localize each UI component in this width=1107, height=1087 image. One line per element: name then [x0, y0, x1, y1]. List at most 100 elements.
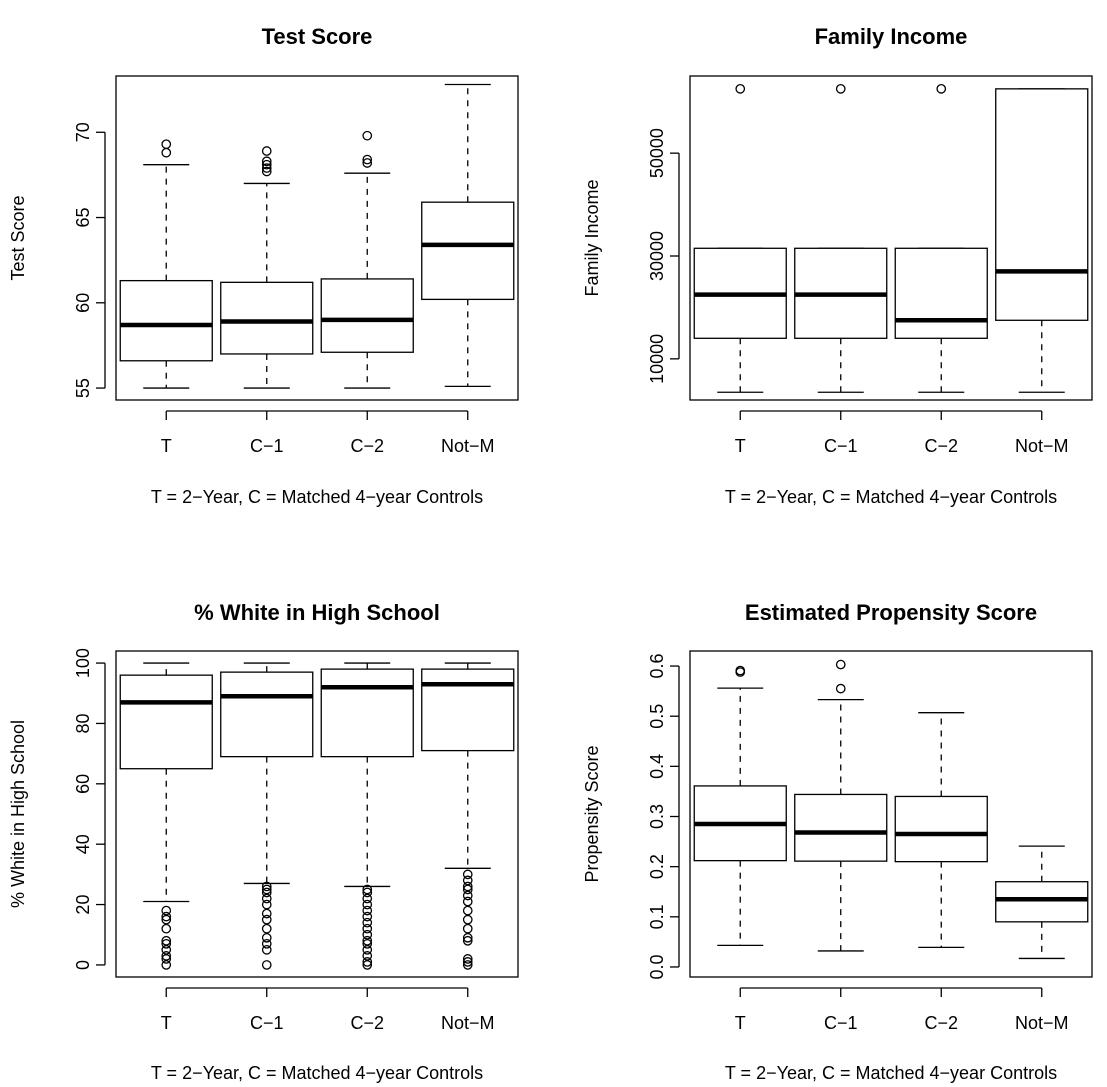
iqr-box: [421, 668, 515, 752]
outlier-point: [835, 659, 846, 670]
iqr-box: [220, 281, 314, 355]
y-tick-label: 40: [73, 834, 93, 854]
outlier-point: [462, 881, 473, 892]
y-tick-label: 60: [73, 293, 93, 313]
iqr-box: [421, 201, 515, 301]
y-tick-label: 70: [73, 122, 93, 142]
outlier-point: [161, 951, 172, 961]
outlier-point: [161, 954, 172, 964]
x-tick-label: T: [735, 1013, 746, 1033]
outlier-point: [362, 929, 373, 940]
plot-frame: [115, 650, 519, 978]
outlier-point: [462, 875, 473, 886]
outlier-point: [462, 954, 473, 964]
x-tick-label: T: [161, 1013, 172, 1033]
outlier-point: [261, 163, 272, 173]
x-axis-title: T = 2−Year, C = Matched 4−year Controls: [151, 1063, 483, 1083]
outlier-point: [735, 84, 746, 94]
outlier-point: [261, 908, 272, 919]
chart-title: Family Income: [815, 24, 968, 49]
outlier-point: [161, 944, 172, 955]
outlier-point: [835, 84, 846, 94]
y-tick-label: 0.4: [647, 754, 667, 779]
plot-frame: [689, 650, 1093, 978]
outlier-point: [261, 166, 272, 177]
outlier-point: [362, 960, 373, 970]
box-group-1: [119, 662, 213, 970]
outlier-point: [261, 159, 272, 170]
y-axis-title: Test Score: [8, 195, 28, 280]
box-group-4: [995, 88, 1089, 393]
x-axis-title: T = 2−Year, C = Matched 4−year Controls: [725, 1063, 1057, 1083]
x-tick-label: C−2: [350, 436, 384, 456]
chart-title: Estimated Propensity Score: [745, 600, 1037, 625]
y-tick-label: 0: [73, 960, 93, 970]
outlier-point: [362, 158, 373, 168]
iqr-box: [119, 674, 213, 770]
outlier-point: [261, 893, 272, 904]
x-tick-label: Not−M: [1015, 436, 1069, 456]
outlier-point: [161, 938, 172, 949]
box-group-2: [794, 84, 888, 393]
x-tick-label: Not−M: [1015, 1013, 1069, 1033]
box-group-2: [794, 659, 888, 952]
outlier-point: [362, 905, 373, 916]
y-tick-label: 0.0: [647, 954, 667, 979]
y-tick-label: 0.3: [647, 804, 667, 829]
chart-title: % White in High School: [194, 600, 440, 625]
y-tick-label: 10000: [647, 334, 667, 384]
x-tick-label: C−2: [924, 436, 958, 456]
outlier-point: [161, 914, 172, 925]
x-tick-label: C−1: [824, 1013, 858, 1033]
outlier-point: [161, 923, 172, 934]
iqr-box: [119, 279, 213, 362]
y-tick-label: 0.1: [647, 904, 667, 929]
outlier-point: [462, 884, 473, 895]
outlier-point: [362, 938, 373, 949]
box-group-3: [894, 712, 988, 949]
box-group-4: [421, 662, 515, 970]
iqr-box: [894, 795, 988, 863]
x-axis-title: T = 2−Year, C = Matched 4−year Controls: [151, 487, 483, 507]
box-group-3: [320, 662, 414, 970]
outlier-point: [261, 923, 272, 934]
outlier-point: [462, 890, 473, 901]
x-tick-label: Not−M: [441, 1013, 495, 1033]
y-tick-label: 50000: [647, 128, 667, 178]
box-group-2: [220, 662, 314, 970]
plot-frame: [689, 75, 1093, 401]
chart-panel-2: Family Income 10000 30000 50000 Family Incom…: [582, 24, 1093, 507]
outlier-point: [462, 935, 473, 946]
box-group-2: [220, 146, 314, 389]
outlier-point: [261, 146, 272, 156]
outlier-point: [261, 932, 272, 943]
outlier-point: [936, 84, 947, 94]
y-tick-label: 0.6: [647, 654, 667, 679]
outlier-point: [835, 683, 846, 694]
x-tick-label: C−1: [250, 1013, 284, 1033]
outlier-point: [261, 156, 272, 167]
outlier-point: [362, 951, 373, 961]
outlier-point: [362, 154, 373, 165]
x-tick-label: C−1: [250, 436, 284, 456]
x-tick-label: Not−M: [441, 436, 495, 456]
outlier-point: [161, 905, 172, 916]
iqr-box: [995, 88, 1089, 321]
x-tick-label: C−2: [924, 1013, 958, 1033]
y-tick-label: 0.2: [647, 854, 667, 879]
outlier-point: [161, 935, 172, 946]
y-tick-label: 30000: [647, 231, 667, 281]
x-tick-label: C−2: [350, 1013, 384, 1033]
outlier-point: [462, 923, 473, 934]
y-axis-title: Family Income: [582, 179, 602, 296]
chart-panel-1: Test Score 55 60 65 70 Test Score T C−1 C−2 Not−M…: [8, 24, 519, 507]
iqr-box: [995, 881, 1089, 923]
chart-panel-4: Estimated Propensity Score 0.0 0.1 0.2 0.3 0.…: [582, 600, 1093, 1083]
box-group-1: [693, 665, 787, 947]
outlier-point: [261, 944, 272, 955]
outlier-point: [362, 923, 373, 934]
x-tick-label: T: [735, 436, 746, 456]
plot-frame: [115, 75, 519, 401]
box-group-4: [421, 83, 515, 388]
